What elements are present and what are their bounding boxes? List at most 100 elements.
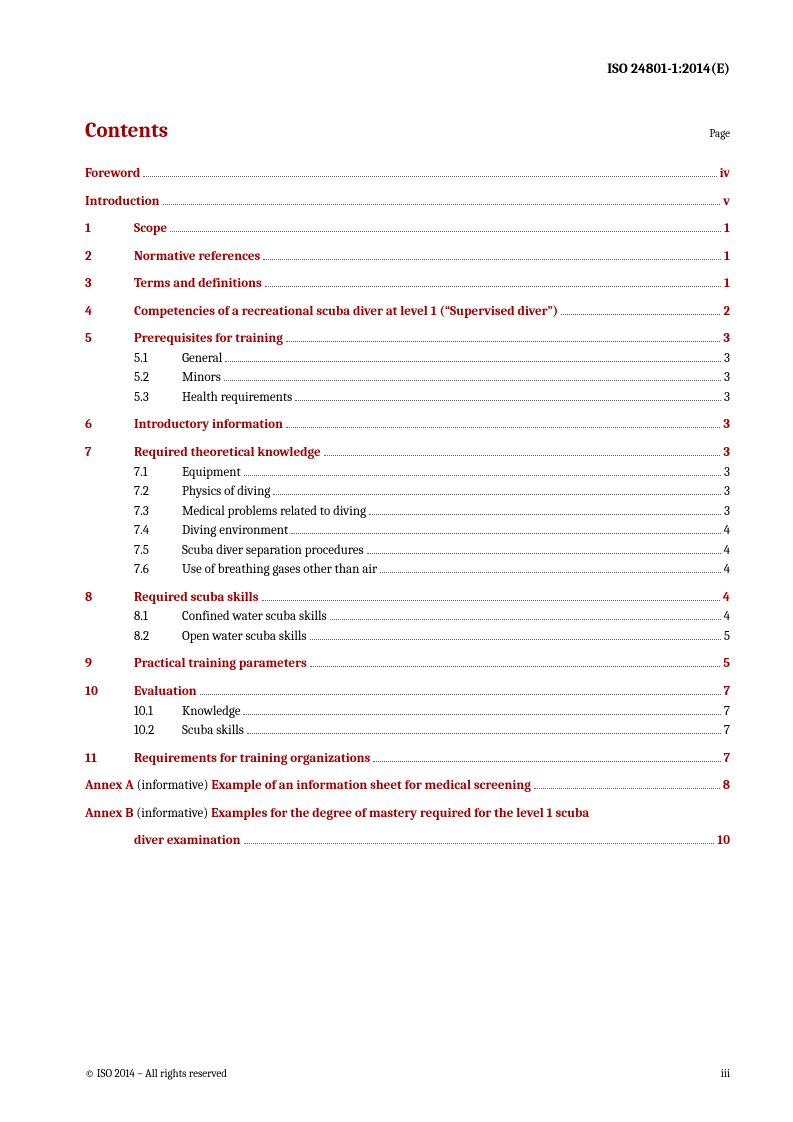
toc-annex-page: 8	[723, 777, 730, 795]
toc-section-number: 8	[85, 589, 134, 607]
toc-section-page: 5	[723, 655, 730, 673]
toc-subsection-page: 7	[724, 722, 730, 740]
leader-dots	[310, 656, 720, 667]
leader-dots	[224, 370, 721, 381]
toc-subsection-label: Knowledge	[182, 703, 240, 721]
toc-subsection-page: 5	[724, 628, 730, 646]
toc-subsection-entry: 8.1Confined water scuba skills4	[134, 608, 730, 626]
toc-section-label: Scope	[134, 220, 167, 238]
toc-subsection-number: 7.4	[134, 522, 182, 540]
toc-subsection-label: Medical problems related to diving	[182, 503, 366, 521]
toc-subsection-label: Scuba diver separation procedures	[182, 542, 364, 560]
leader-dots	[163, 194, 721, 205]
toc-subsection-number: 10.1	[134, 703, 182, 721]
toc-subsection-page: 3	[724, 369, 730, 387]
toc-section-entry: 9Practical training parameters5	[85, 655, 730, 673]
toc-subsection-label: General	[182, 350, 222, 368]
toc-section-page: 1	[724, 248, 730, 266]
page-footer: © ISO 2014 – All rights reserved iii	[85, 1067, 730, 1080]
leader-dots	[273, 484, 721, 495]
toc-subsection-label: Diving environment	[182, 522, 288, 540]
toc-section-number: 3	[85, 275, 134, 293]
toc-section-page: 1	[724, 275, 730, 293]
toc-annex-label-cont: diver examination	[134, 832, 241, 850]
toc-section-entry: 5Prerequisites for training3	[85, 330, 730, 348]
leader-dots	[369, 504, 721, 515]
toc-section-label: Evaluation	[134, 683, 197, 701]
copyright-text: © ISO 2014 – All rights reserved	[85, 1067, 227, 1080]
toc-section-label: Terms and definitions	[134, 275, 262, 293]
toc-section-label: Normative references	[134, 248, 260, 266]
toc-subsection-entry: 7.4Diving environment 4	[134, 522, 730, 540]
toc-subsection-number: 7.2	[134, 483, 182, 501]
leader-dots	[243, 704, 720, 715]
toc-section-number: 9	[85, 655, 134, 673]
toc-front-entry: Forewordiv	[85, 165, 730, 183]
toc-subsection-label: Equipment	[182, 464, 241, 482]
page-column-label: Page	[709, 127, 730, 140]
doc-header: ISO 24801-1:2014(E)	[85, 60, 730, 77]
leader-dots	[310, 629, 721, 640]
toc-subsection-number: 10.2	[134, 722, 182, 740]
toc-section-page: 3	[723, 444, 730, 462]
toc-subsection-page: 3	[724, 350, 730, 368]
toc-subsection-number: 8.1	[134, 608, 182, 626]
leader-dots	[263, 249, 721, 260]
toc-subsection-entry: 5.3Health requirements3	[134, 389, 730, 407]
toc-subsection-label: Scuba skills	[182, 722, 244, 740]
leader-dots	[247, 723, 721, 734]
toc-section-entry: 11Requirements for training organization…	[85, 750, 730, 768]
leader-dots	[380, 562, 720, 573]
toc-section-entry: 10Evaluation 7	[85, 683, 730, 701]
leader-dots	[324, 445, 721, 456]
leader-dots	[295, 390, 721, 401]
toc-subsection-number: 8.2	[134, 628, 182, 646]
leader-dots	[286, 417, 720, 428]
leader-dots	[367, 543, 721, 554]
toc-front-label: Introduction	[85, 193, 160, 211]
toc-subsection-entry: 7.5Scuba diver separation procedures 4	[134, 542, 730, 560]
leader-dots	[291, 523, 720, 534]
toc-annex-label: Annex B (informative) Examples for the d…	[85, 805, 589, 823]
toc-section-label: Required scuba skills	[134, 589, 259, 607]
toc-subsection-entry: 7.2Physics of diving3	[134, 483, 730, 501]
toc-subsection-label: Minors	[182, 369, 221, 387]
toc-annex-entry-cont: diver examination10	[134, 832, 730, 850]
leader-dots	[170, 221, 721, 232]
toc-section-number: 10	[85, 683, 134, 701]
toc-subsection-label: Physics of diving	[182, 483, 270, 501]
leader-dots	[200, 684, 721, 695]
toc-section-entry: 6Introductory information3	[85, 416, 730, 434]
toc-section-entry: 4Competencies of a recreational scuba di…	[85, 303, 730, 321]
toc-front-page: iv	[720, 165, 730, 183]
toc-subsection-label: Use of breathing gases other than air	[182, 561, 377, 579]
toc-section-entry: 7Required theoretical knowledge3	[85, 444, 730, 462]
toc-section-number: 4	[85, 303, 134, 321]
toc-subsection-number: 7.5	[134, 542, 182, 560]
leader-dots	[244, 833, 715, 844]
table-of-contents: ForewordivIntroductionv1Scope12Normative…	[85, 165, 730, 850]
title-row: Contents Page	[85, 119, 730, 143]
leader-dots	[534, 778, 720, 789]
toc-section-label: Introductory information	[134, 416, 283, 434]
toc-subsection-page: 4	[724, 522, 730, 540]
toc-subsection-page: 3	[724, 464, 730, 482]
toc-subsection-page: 3	[724, 503, 730, 521]
toc-section-page: 7	[724, 683, 730, 701]
leader-dots	[143, 166, 716, 177]
toc-subsection-page: 4	[724, 542, 730, 560]
leader-dots	[244, 465, 721, 476]
toc-section-entry: 1Scope1	[85, 220, 730, 238]
toc-subsection-entry: 10.2Scuba skills 7	[134, 722, 730, 740]
toc-section-number: 5	[85, 330, 134, 348]
toc-section-page: 2	[723, 303, 730, 321]
toc-section-number: 1	[85, 220, 134, 238]
toc-section-page: 3	[723, 416, 730, 434]
toc-annex-entry: Annex B (informative) Examples for the d…	[85, 805, 730, 823]
leader-dots	[265, 276, 721, 287]
toc-section-label: Competencies of a recreational scuba div…	[134, 303, 558, 321]
toc-subsection-entry: 7.1Equipment3	[134, 464, 730, 482]
toc-subsection-page: 4	[724, 608, 730, 626]
leader-dots	[373, 751, 720, 762]
toc-subsection-entry: 7.3Medical problems related to diving3	[134, 503, 730, 521]
